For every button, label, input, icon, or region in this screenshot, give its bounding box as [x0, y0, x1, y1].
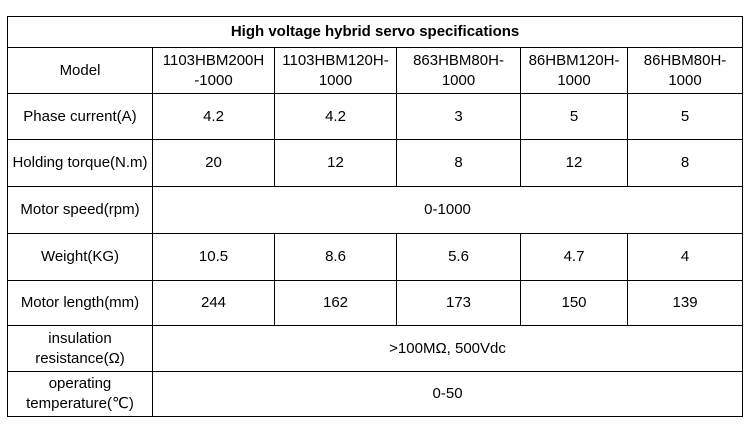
merged-value: 0-50 [151, 371, 744, 417]
table-row: Motor speed(rpm) 0-1000 [7, 186, 744, 234]
table-row: Weight(KG) 10.5 8.6 5.6 4.7 4 [7, 233, 744, 281]
row-label: Motor length(mm) [7, 280, 153, 326]
model-label: Model [7, 47, 153, 94]
table-title: High voltage hybrid servo specifications [6, 16, 744, 48]
cell-value: 3 [396, 93, 521, 140]
cell-value: 5.6 [396, 233, 521, 281]
cell-value: 12 [274, 139, 397, 187]
table-row: operating temperature(℃) 0-50 [7, 371, 744, 417]
row-label: Holding torque(N.m) [7, 139, 153, 187]
cell-value: 139 [626, 280, 744, 326]
table-row: Phase current(A) 4.2 4.2 3 5 5 [7, 93, 744, 140]
table-row: insulation resistance(Ω) >100MΩ, 500Vdc [7, 325, 744, 372]
cell-value: 20 [152, 139, 275, 187]
cell-value: 10.5 [152, 233, 275, 281]
merged-value: 0-1000 [151, 186, 744, 234]
title-row: High voltage hybrid servo specifications [6, 16, 744, 48]
cell-value: 4.2 [152, 93, 275, 140]
cell-value: 4 [626, 233, 744, 281]
cell-value: 5 [520, 93, 628, 140]
row-label: operating temperature(℃) [7, 371, 153, 417]
model-86hbm120h: 86HBM120H- 1000 [520, 47, 628, 94]
cell-value: 12 [520, 139, 628, 187]
table-row: Motor length(mm) 244 162 173 150 139 [7, 280, 744, 326]
cell-value: 4.7 [520, 233, 628, 281]
row-label: insulation resistance(Ω) [7, 325, 153, 372]
cell-value: 244 [152, 280, 275, 326]
cell-value: 8 [396, 139, 521, 187]
model-1103hbm200h: 1103HBM200H -1000 [152, 47, 275, 94]
spec-table: High voltage hybrid servo specifications… [6, 16, 744, 417]
cell-value: 4.2 [274, 93, 397, 140]
cell-value: 173 [396, 280, 521, 326]
cell-value: 5 [626, 93, 744, 140]
cell-value: 150 [520, 280, 628, 326]
cell-value: 8 [626, 139, 744, 187]
cell-value: 162 [274, 280, 397, 326]
model-86hbm80h: 86HBM80H- 1000 [626, 47, 744, 94]
merged-value: >100MΩ, 500Vdc [151, 325, 744, 372]
cell-value: 8.6 [274, 233, 397, 281]
model-863hbm80h: 863HBM80H- 1000 [396, 47, 521, 94]
model-row: Model 1103HBM200H -1000 1103HBM120H- 1000 … [7, 47, 744, 94]
row-label: Motor speed(rpm) [7, 186, 153, 234]
row-label: Phase current(A) [7, 93, 153, 140]
model-1103hbm120h: 1103HBM120H- 1000 [274, 47, 397, 94]
table-row: Holding torque(N.m) 20 12 8 12 8 [7, 139, 744, 187]
row-label: Weight(KG) [7, 233, 153, 281]
